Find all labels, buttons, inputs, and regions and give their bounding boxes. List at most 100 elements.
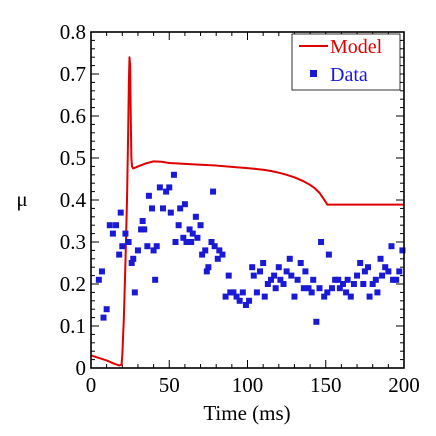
data-point	[372, 276, 379, 283]
data-point	[347, 293, 354, 300]
data-point	[163, 188, 170, 195]
data-point	[294, 276, 301, 283]
data-point	[318, 239, 325, 245]
data-point	[305, 285, 312, 292]
y-tick-label: 0.6	[60, 104, 86, 128]
data-point	[250, 272, 257, 279]
data-point	[253, 289, 260, 296]
data-point	[194, 234, 201, 241]
data-point	[216, 247, 223, 254]
x-tick-label: 50	[159, 373, 180, 397]
data-point	[277, 276, 284, 283]
y-tick-label: 0.4	[60, 188, 87, 212]
y-tick-label: 0.1	[60, 314, 86, 338]
data-point	[205, 264, 212, 271]
data-point	[175, 222, 182, 229]
data-point	[321, 293, 328, 300]
data-point	[122, 230, 129, 237]
data-point	[113, 222, 120, 229]
data-point	[197, 222, 204, 229]
data-point	[377, 255, 384, 262]
data-point	[357, 260, 364, 266]
data-point	[202, 247, 209, 254]
data-point	[361, 268, 368, 275]
data-point	[393, 276, 400, 283]
data-point	[167, 209, 174, 216]
data-point	[271, 272, 278, 279]
data-point	[275, 264, 282, 271]
data-point	[272, 285, 279, 292]
y-axis-title: μ	[16, 187, 27, 211]
data-point	[192, 213, 199, 220]
data-point	[117, 209, 124, 216]
data-point	[159, 205, 166, 212]
data-point	[153, 243, 160, 250]
x-tick-label: 150	[310, 373, 342, 397]
legend-data-marker	[310, 70, 317, 77]
data-point	[145, 192, 152, 199]
data-point	[134, 247, 141, 254]
data-point	[264, 281, 271, 287]
data-point	[149, 205, 156, 212]
y-tick-label: 0.5	[60, 146, 86, 170]
data-point	[332, 276, 339, 283]
data-point	[339, 281, 346, 287]
data-point	[214, 255, 221, 262]
data-point	[246, 297, 253, 304]
data-point	[144, 243, 151, 250]
data-point	[324, 289, 331, 296]
data-point	[382, 264, 389, 271]
x-tick-label: 0	[86, 373, 97, 397]
legend-data-label: Data	[330, 64, 368, 86]
data-point	[125, 239, 132, 245]
data-point	[329, 285, 336, 292]
data-point	[280, 281, 287, 287]
data-point	[316, 285, 323, 292]
data-point	[103, 306, 110, 313]
x-axis-title: Time (ms)	[203, 401, 290, 425]
data-point	[138, 226, 145, 233]
data-point	[396, 268, 403, 275]
data-point	[100, 314, 107, 321]
data-point	[399, 247, 406, 254]
data-point	[95, 276, 102, 283]
data-point	[128, 260, 135, 266]
data-point	[257, 268, 264, 275]
data-point	[210, 188, 217, 195]
data-point	[350, 281, 357, 287]
data-point	[230, 289, 237, 296]
data-point	[130, 255, 137, 262]
y-tick-label: 0.2	[60, 272, 86, 296]
data-point	[141, 226, 148, 233]
data-point	[211, 243, 218, 250]
model-line	[90, 56, 404, 367]
data-point	[291, 293, 298, 300]
y-tick-label: 0.8	[60, 20, 86, 44]
data-point	[379, 272, 386, 279]
data-point	[116, 251, 123, 258]
data-point	[366, 293, 373, 300]
data-point	[325, 251, 332, 258]
data-point	[354, 272, 361, 279]
data-point	[119, 243, 126, 250]
plot-frame	[90, 31, 405, 369]
data-point	[242, 302, 249, 308]
data-point	[172, 239, 179, 245]
y-tick-label: 0.3	[60, 230, 86, 254]
data-point	[313, 318, 320, 325]
data-point	[139, 218, 146, 224]
data-point	[297, 260, 304, 266]
data-point	[177, 205, 184, 212]
legend-box	[291, 33, 401, 91]
data-point	[336, 285, 343, 292]
data-point	[98, 268, 105, 275]
legend: Model Data	[291, 33, 401, 91]
data-point	[283, 268, 290, 275]
data-point	[227, 289, 234, 296]
y-tick-label: 0.7	[60, 62, 86, 86]
data-point	[288, 272, 295, 279]
data-layer	[90, 56, 406, 367]
data-point	[360, 281, 367, 287]
data-point	[183, 239, 190, 245]
